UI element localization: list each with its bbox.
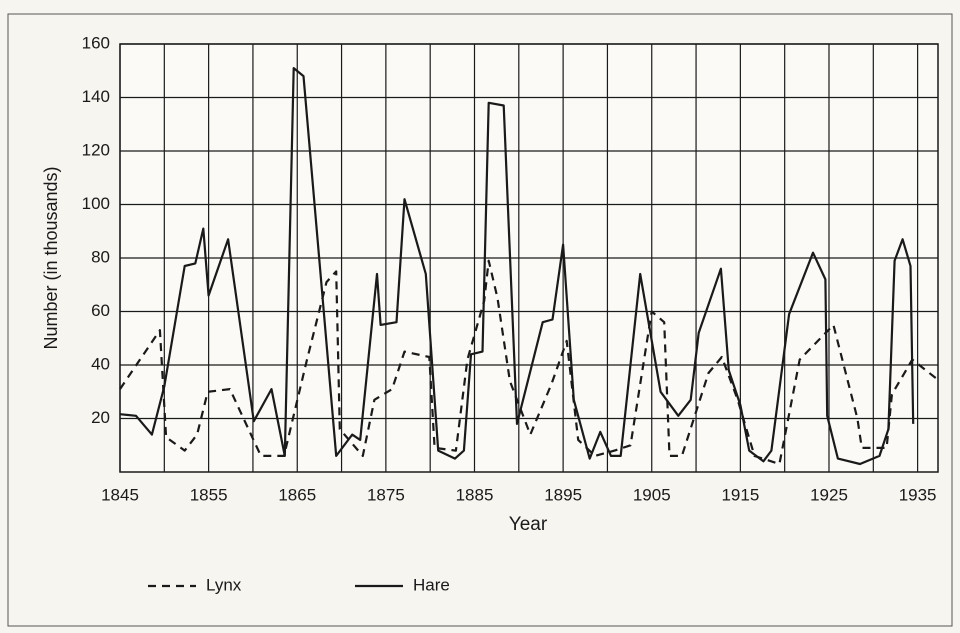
legend-label: Lynx: [206, 575, 242, 594]
x-tick-label: 1845: [101, 485, 139, 504]
chart: Year Number (in thousands) 20 40 60 80 100 12…: [0, 0, 960, 633]
x-tick-label: 1895: [544, 485, 582, 504]
y-axis-label: Number (in thousands): [41, 166, 61, 349]
page: Year Number (in thousands) 20 40 60 80 100 12…: [0, 0, 960, 633]
x-tick-label: 1925: [810, 485, 848, 504]
y-tick-label: 60: [91, 301, 110, 320]
y-tick-label: 120: [82, 140, 110, 159]
y-tick-label: 100: [82, 194, 110, 213]
y-tick-label: 140: [82, 87, 110, 106]
legend-label: Hare: [413, 575, 450, 594]
x-tick-label: 1875: [367, 485, 405, 504]
x-axis-label: Year: [509, 514, 548, 535]
x-tick-label: 1865: [278, 485, 316, 504]
y-tick-label: 40: [91, 354, 110, 373]
x-tick-label: 1915: [721, 485, 759, 504]
x-tick-label: 1855: [190, 485, 228, 504]
x-tick-label: 1885: [456, 485, 494, 504]
x-tick-label: 1935: [899, 485, 937, 504]
y-tick-label: 20: [91, 408, 110, 427]
y-tick-label: 160: [82, 33, 110, 52]
y-tick-label: 80: [91, 247, 110, 266]
x-tick-label: 1905: [633, 485, 671, 504]
